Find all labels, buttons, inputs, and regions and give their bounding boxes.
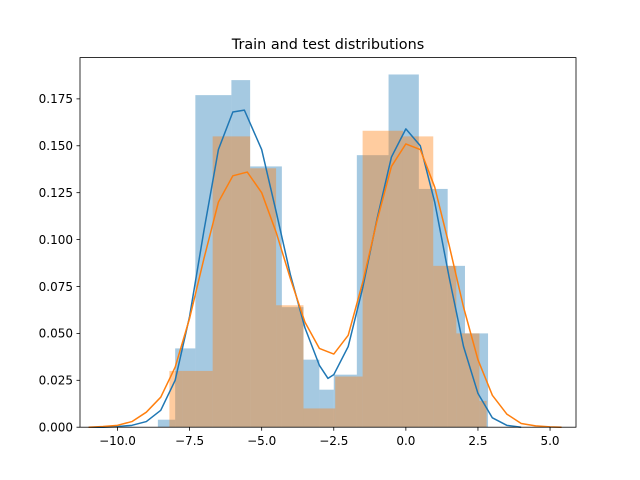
kde-line-series-1 <box>88 109 522 428</box>
histogram-bar-series-1 <box>319 389 334 428</box>
histogram-bar-series-2 <box>303 408 336 428</box>
x-tick-label: −10.0 <box>99 434 136 448</box>
histogram-bar-series-2 <box>362 130 403 428</box>
histogram-bar-series-2 <box>456 333 480 428</box>
kde-line-series-2 <box>88 143 562 428</box>
histogram-bar-series-1 <box>195 95 232 428</box>
x-tick-label: −5.0 <box>247 434 276 448</box>
histogram-bar-series-1 <box>175 348 196 428</box>
histogram-bar-series-2 <box>402 136 434 428</box>
histogram-bar-series-2 <box>335 376 363 428</box>
histogram-bar-series-1 <box>250 166 282 428</box>
histogram-bar-series-2 <box>479 400 487 428</box>
histogram-bar-series-1 <box>333 374 357 428</box>
histogram-bar-series-2 <box>212 136 251 428</box>
y-tick-label: 0.100 <box>39 233 73 247</box>
histogram-bars <box>157 74 489 428</box>
y-tick-label: 0.150 <box>39 139 73 153</box>
x-tick-label: −2.5 <box>319 434 348 448</box>
y-tick-label: 0.025 <box>39 374 73 388</box>
histogram-bar-series-1 <box>447 265 465 428</box>
histogram-bar-series-2 <box>182 370 213 428</box>
y-tick-label: 0.050 <box>39 327 73 341</box>
plot-frame <box>79 57 577 428</box>
y-tick-label: 0.000 <box>39 421 73 435</box>
x-tick-label: 2.5 <box>468 434 487 448</box>
chart-title: Train and test distributions <box>231 37 424 53</box>
y-tick-label: 0.075 <box>39 280 73 294</box>
histogram-bar-series-2 <box>433 265 457 428</box>
histogram-bar-series-1 <box>231 80 251 428</box>
x-tick-label: −7.5 <box>175 434 204 448</box>
x-tick-label: 0.0 <box>396 434 415 448</box>
histogram-bar-series-1 <box>157 419 176 428</box>
histogram-bar-series-1 <box>303 359 320 428</box>
histogram-bar-series-2 <box>250 168 277 428</box>
x-tick-label: 5.0 <box>540 434 559 448</box>
y-axis: 0.000 0.025 0.050 0.075 0.100 0.125 0.150 0.175 <box>39 92 80 435</box>
histogram-bar-series-1 <box>281 307 304 428</box>
histogram-bar-series-2 <box>276 305 304 428</box>
histogram-bar-series-1 <box>418 188 448 428</box>
histogram-bar-series-1 <box>464 333 489 428</box>
kde-curves <box>88 109 562 428</box>
x-axis: −10.0 −7.5 −5.0 −2.5 0.0 2.5 5.0 <box>99 427 560 448</box>
y-tick-label: 0.175 <box>39 92 73 106</box>
y-tick-label: 0.125 <box>39 186 73 200</box>
